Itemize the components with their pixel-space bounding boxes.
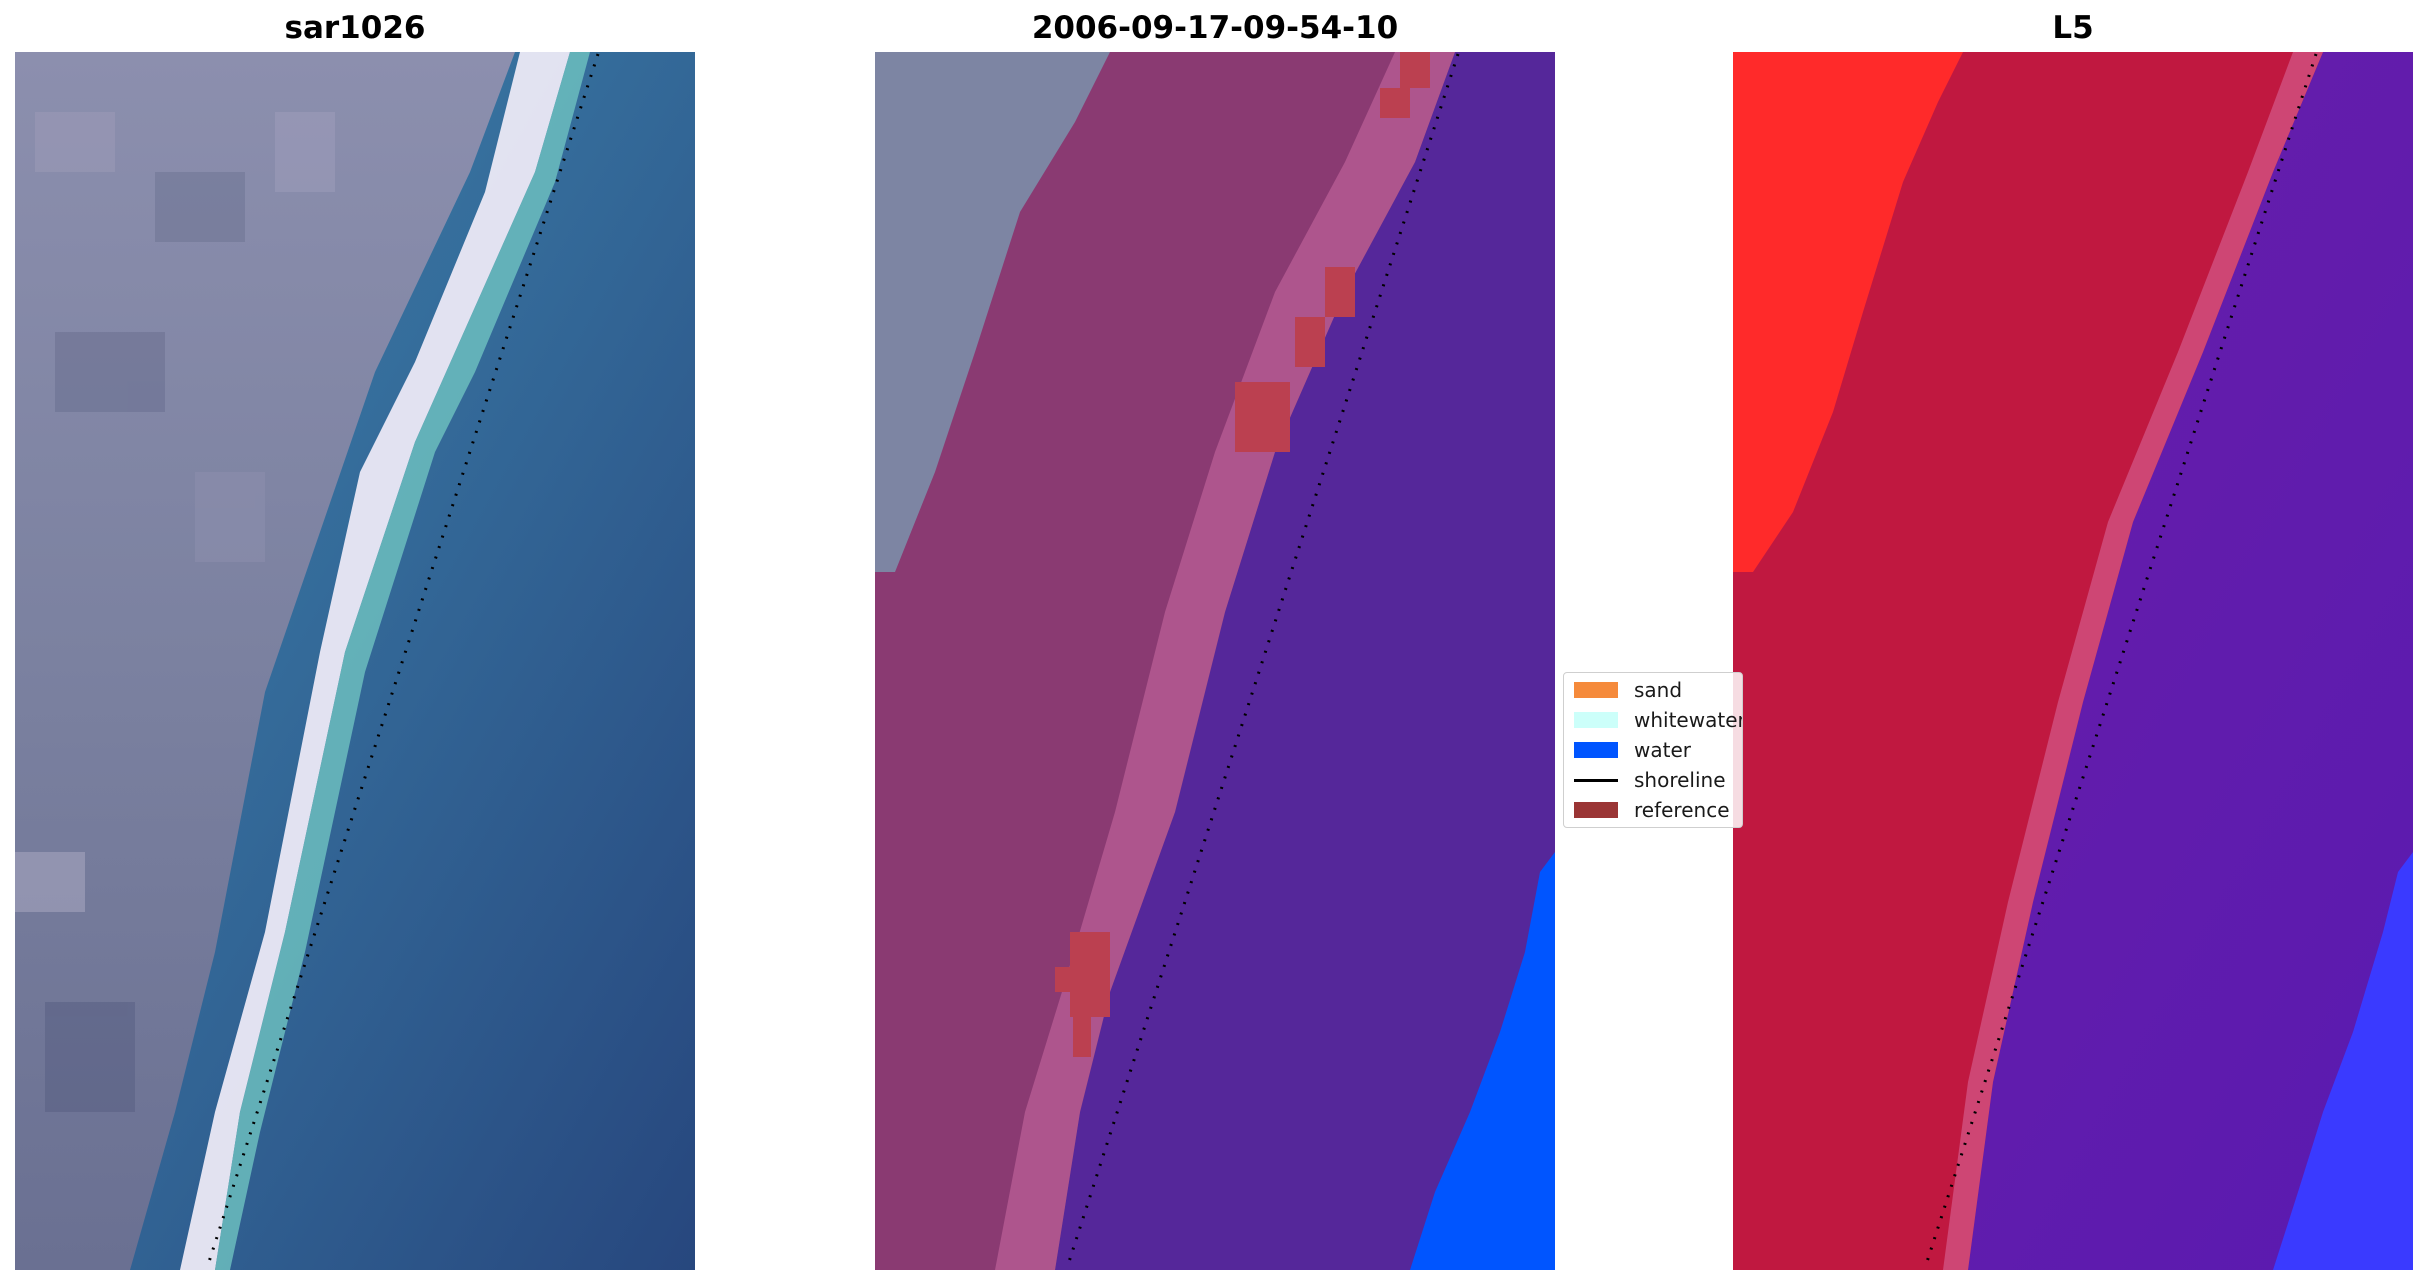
legend-item-whitewater: whitewater [1574, 707, 1743, 733]
land-red-area [1733, 52, 1963, 572]
legend-label: reference [1634, 798, 1730, 822]
panel-title-classified: 2006-09-17-09-54-10 [1031, 10, 1399, 46]
legend-label: water [1634, 738, 1691, 762]
sand-swatch [1574, 682, 1618, 698]
surf-zone [215, 52, 590, 1270]
rgb-image [15, 52, 695, 1270]
l5-image [1733, 52, 2413, 1270]
beach-whitewater-band [180, 52, 570, 1270]
legend-label: whitewater [1634, 708, 1743, 732]
legend-label: sand [1634, 678, 1683, 702]
shoreline-line-swatch [1574, 778, 1618, 782]
land-texture [15, 112, 335, 1112]
classified-image [875, 52, 1555, 1270]
legend-label: shoreline [1634, 768, 1726, 792]
panel-title-l5: L5 [2052, 10, 2094, 46]
surf-pink-band [1943, 52, 2323, 1270]
legend-item-reference: reference [1574, 797, 1730, 823]
legend-item-sand: sand [1574, 677, 1682, 703]
water-bright-class [1410, 852, 1555, 1270]
legend-item-shoreline: shoreline [1574, 767, 1726, 793]
water-swatch [1574, 742, 1618, 758]
reference-swatch [1574, 802, 1618, 818]
land-area [15, 52, 515, 1270]
water-blue-area [2273, 852, 2413, 1270]
panel-title-rgb: sar1026 [284, 10, 426, 46]
reference-pixels [1055, 52, 1430, 1057]
l5-image-panel [1733, 52, 2413, 1270]
sand-red-area [1733, 52, 2323, 1270]
legend-item-water: water [1574, 737, 1691, 763]
whitewater-swatch [1574, 712, 1618, 728]
rgb-image-panel [15, 52, 695, 1270]
legend: sand whitewater water shoreline referenc… [1563, 672, 1743, 828]
land-gray-area [875, 52, 1110, 572]
classified-image-panel [875, 52, 1555, 1270]
